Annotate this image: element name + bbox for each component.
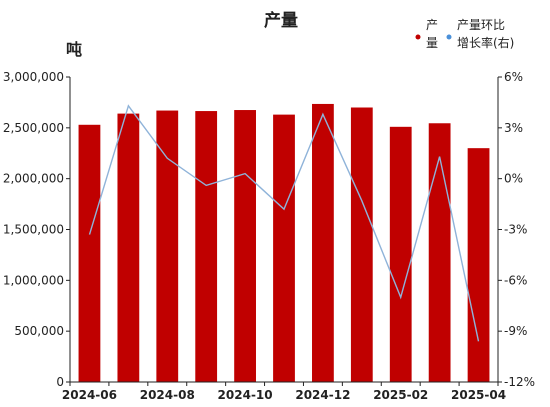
y-left-tick-label: 0 <box>56 375 64 389</box>
y-left-axis: 0 500,000 1,000,000 1,500,000 2,000,000 2,500… <box>3 70 70 389</box>
x-tick-label: 2025-04 <box>451 388 506 402</box>
bar <box>273 114 295 382</box>
growth-rate-line <box>88 104 480 342</box>
x-tick-label: 2024-10 <box>218 388 273 402</box>
y-left-tick-label: 1,500,000 <box>3 223 64 237</box>
chart-title: 产量 <box>264 10 298 31</box>
bar <box>78 124 101 383</box>
bar <box>428 123 451 382</box>
y-right-tick-label: -9% <box>504 324 527 338</box>
bar <box>389 126 412 382</box>
x-tick-label: 2024-12 <box>295 388 350 402</box>
y-right-tick-label: 3% <box>504 121 523 135</box>
bar-series <box>78 103 490 383</box>
legend-bar-label-2: 量 <box>426 36 438 50</box>
bar <box>312 103 334 383</box>
y-left-unit: 吨 <box>66 40 82 59</box>
bar <box>234 110 256 383</box>
x-tick-label: 2024-08 <box>140 388 195 402</box>
x-tick-label: 2025-02 <box>373 388 428 402</box>
bar <box>195 111 218 382</box>
legend-line-label-1: 产量环比 <box>457 18 505 32</box>
y-right-tick-label: -12% <box>504 375 535 389</box>
x-tick-label: 2024-06 <box>62 388 117 402</box>
bar <box>350 107 373 382</box>
y-left-tick-label: 3,000,000 <box>3 70 64 84</box>
bar <box>156 110 179 383</box>
y-right-tick-label: 0% <box>504 172 523 186</box>
legend: 产 量 产量环比 增长率(右) <box>415 18 514 50</box>
y-left-tick-label: 500,000 <box>14 324 64 338</box>
bar <box>467 148 490 382</box>
legend-line-marker <box>446 34 452 40</box>
legend-bar-label-1: 产 <box>426 18 438 32</box>
y-right-tick-label: -3% <box>504 223 527 237</box>
y-right-tick-label: -6% <box>504 273 527 287</box>
x-axis: 2024-06 2024-08 2024-10 2024-12 2025-02 2025-… <box>62 382 506 402</box>
legend-bar-marker <box>415 34 421 40</box>
legend-line-label-2: 增长率(右) <box>457 35 514 50</box>
line-series <box>88 104 480 342</box>
bar <box>117 113 140 382</box>
y-left-tick-label: 1,000,000 <box>3 273 64 287</box>
y-left-tick-label: 2,500,000 <box>3 121 64 135</box>
y-left-tick-label: 2,000,000 <box>3 172 64 186</box>
y-right-tick-label: 6% <box>504 70 523 84</box>
y-right-axis: -12% -9% -6% -3% 0% 3% 6% <box>498 70 535 389</box>
